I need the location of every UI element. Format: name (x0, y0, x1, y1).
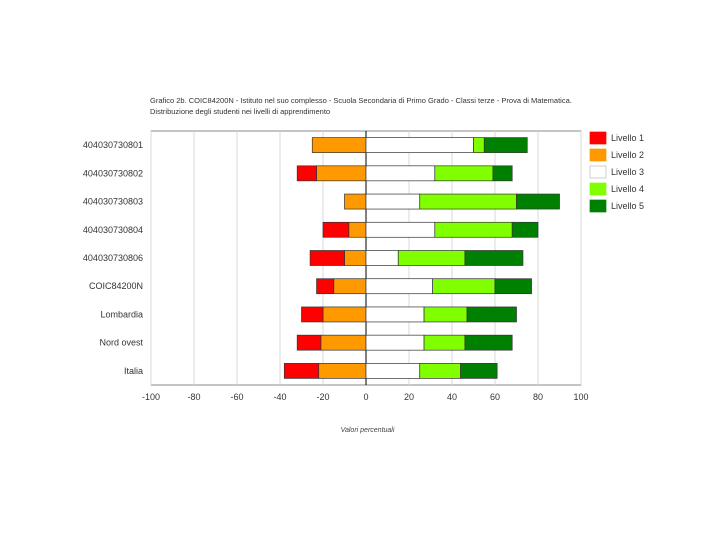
bar-livello-5 (464, 250, 524, 266)
bar-livello-5 (483, 137, 528, 153)
bar-livello-3 (365, 221, 436, 238)
bar-livello-2 (318, 363, 367, 379)
legend-label: Livello 1 (611, 133, 644, 143)
category-label: Lombardia (100, 309, 143, 319)
x-tick-label: -60 (230, 392, 243, 402)
bar-livello-5 (464, 334, 513, 351)
bar-livello-3 (365, 306, 425, 323)
bar-livello-3 (365, 250, 399, 266)
chart-title: Grafico 2b. COIC84200N - Istituto nel su… (150, 96, 572, 116)
bar-livello-3 (365, 334, 425, 351)
bars-group (283, 137, 560, 379)
bar-livello-1 (309, 250, 345, 266)
category-label: 404030730806 (83, 253, 143, 263)
bar-livello-5 (460, 363, 498, 379)
bar-livello-2 (322, 306, 367, 323)
bar-livello-4 (434, 221, 513, 238)
bar-livello-4 (434, 165, 494, 182)
bar-livello-1 (322, 221, 350, 238)
legend-label: Livello 4 (611, 184, 644, 194)
legend-swatch (589, 199, 607, 213)
category-label: 404030730803 (83, 197, 143, 207)
bar-livello-1 (283, 363, 320, 379)
bar-livello-2 (344, 193, 367, 210)
legend-swatch (589, 165, 607, 179)
bar-livello-4 (419, 363, 461, 379)
x-tick-label: 60 (490, 392, 500, 402)
legend-swatch (589, 148, 607, 162)
category-label: Nord ovest (99, 338, 143, 348)
bar-livello-3 (365, 165, 436, 182)
x-tick-label: 80 (533, 392, 543, 402)
legend-swatch (589, 182, 607, 196)
bar-livello-4 (423, 334, 466, 351)
bar-livello-1 (296, 334, 322, 351)
bar-livello-4 (419, 193, 517, 210)
x-tick-labels: -100 -80 -60 -40 -20 0 20 40 60 80 100 (142, 392, 589, 402)
bar-livello-5 (494, 278, 532, 295)
x-tick-label: -20 (316, 392, 329, 402)
bar-livello-2 (348, 221, 367, 238)
bar-livello-2 (311, 137, 367, 153)
legend-label: Livello 5 (611, 201, 644, 211)
category-label: 404030730802 (83, 168, 143, 178)
legend-swatch (589, 131, 607, 145)
bar-livello-2 (333, 278, 367, 295)
bar-livello-5 (466, 306, 517, 323)
category-label: COIC84200N (89, 281, 143, 291)
bar-livello-4 (432, 278, 496, 295)
legend-label: Livello 2 (611, 150, 644, 160)
bar-livello-2 (320, 334, 367, 351)
x-tick-label: 0 (363, 392, 368, 402)
bar-livello-5 (516, 193, 560, 210)
bar-livello-1 (316, 278, 335, 295)
bar-livello-2 (344, 250, 367, 266)
x-tick-label: -40 (273, 392, 286, 402)
bar-livello-1 (301, 306, 324, 323)
bar-livello-4 (473, 137, 485, 153)
x-tick-label: -100 (142, 392, 160, 402)
bar-livello-4 (397, 250, 466, 266)
bar-livello-3 (365, 137, 474, 153)
bar-livello-2 (316, 165, 367, 182)
bar-livello-3 (365, 363, 421, 379)
x-tick-label: 20 (404, 392, 414, 402)
legend: Livello 1 Livello 2 Livello 3 Livello 4 Live… (589, 131, 644, 213)
category-label: 404030730801 (83, 140, 143, 150)
bar-livello-4 (423, 306, 468, 323)
bar-livello-5 (492, 165, 513, 182)
bar-livello-1 (296, 165, 317, 182)
x-tick-label: -80 (187, 392, 200, 402)
category-label: 404030730804 (83, 225, 143, 235)
x-tick-label: 40 (447, 392, 457, 402)
bar-livello-3 (365, 278, 434, 295)
category-labels: 404030730801 404030730802 404030730803 4040… (83, 140, 144, 376)
category-label: Italia (124, 366, 143, 376)
bar-livello-3 (365, 193, 421, 210)
bar-livello-5 (511, 221, 539, 238)
x-axis-label: Valori percentuali (340, 427, 395, 434)
legend-label: Livello 3 (611, 167, 644, 177)
x-tick-label: 100 (573, 392, 588, 402)
